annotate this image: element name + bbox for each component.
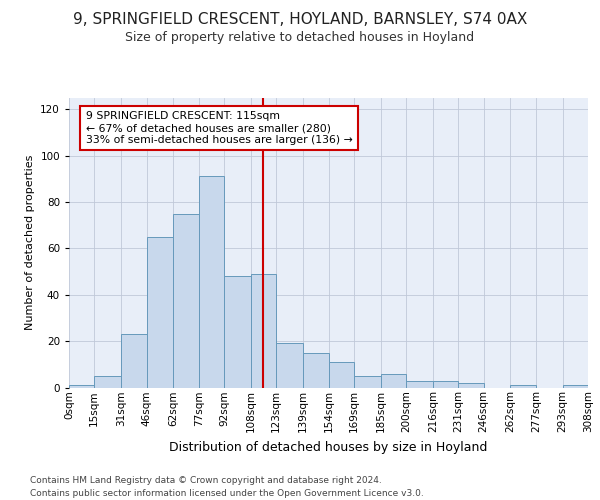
Bar bbox=[433, 380, 458, 388]
Bar bbox=[563, 385, 588, 388]
Text: Contains HM Land Registry data © Crown copyright and database right 2024.: Contains HM Land Registry data © Crown c… bbox=[30, 476, 382, 485]
Bar bbox=[276, 344, 303, 388]
Bar bbox=[146, 236, 173, 388]
Bar bbox=[381, 374, 406, 388]
Bar bbox=[406, 380, 433, 388]
Y-axis label: Number of detached properties: Number of detached properties bbox=[25, 155, 35, 330]
Text: 9 SPRINGFIELD CRESCENT: 115sqm
← 67% of detached houses are smaller (280)
33% of: 9 SPRINGFIELD CRESCENT: 115sqm ← 67% of … bbox=[86, 112, 353, 144]
Text: 9, SPRINGFIELD CRESCENT, HOYLAND, BARNSLEY, S74 0AX: 9, SPRINGFIELD CRESCENT, HOYLAND, BARNSL… bbox=[73, 12, 527, 28]
Bar bbox=[511, 385, 536, 388]
Bar bbox=[94, 376, 121, 388]
Bar bbox=[458, 383, 484, 388]
Text: Size of property relative to detached houses in Hoyland: Size of property relative to detached ho… bbox=[125, 31, 475, 44]
X-axis label: Distribution of detached houses by size in Hoyland: Distribution of detached houses by size … bbox=[169, 440, 488, 454]
Bar bbox=[121, 334, 146, 388]
Bar bbox=[173, 214, 199, 388]
Bar bbox=[69, 385, 94, 388]
Bar bbox=[224, 276, 251, 388]
Bar bbox=[303, 352, 329, 388]
Bar bbox=[354, 376, 381, 388]
Bar bbox=[199, 176, 224, 388]
Bar bbox=[329, 362, 354, 388]
Text: Contains public sector information licensed under the Open Government Licence v3: Contains public sector information licen… bbox=[30, 489, 424, 498]
Bar bbox=[251, 274, 276, 388]
